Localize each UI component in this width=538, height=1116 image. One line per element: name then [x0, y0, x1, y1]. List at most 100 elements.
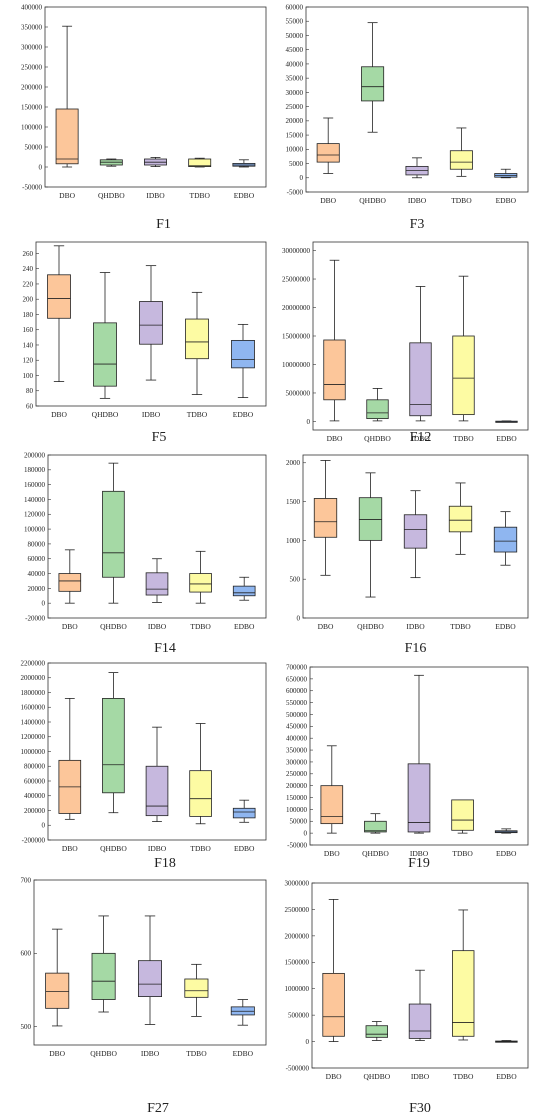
x-tick-label: TDBO — [450, 622, 471, 631]
box-idbo — [408, 969, 432, 1041]
box-dbo — [55, 25, 79, 168]
box-qhdbo — [93, 272, 117, 399]
y-tick-label: 260 — [23, 250, 34, 258]
box-tdbo — [452, 275, 475, 422]
box-qhdbo — [102, 462, 125, 604]
y-tick-label: 1000000 — [21, 748, 46, 756]
x-tick-label: IDBO — [411, 1072, 430, 1081]
x-tick-label: IDBO — [148, 844, 167, 853]
y-tick-label: 700 — [21, 876, 32, 884]
box-edbo — [493, 511, 518, 566]
box-qhdbo — [102, 672, 125, 814]
y-tick-label: 1400000 — [21, 718, 46, 726]
iqr-box — [139, 301, 163, 345]
box-edbo — [495, 1040, 518, 1043]
y-tick-label: 150000 — [21, 103, 43, 111]
y-tick-label: 5000000 — [286, 389, 311, 397]
box-panel-f16: 0 500 1000 1500 2000 DBO QHDBO IDBO TDBO EDBO F16 — [286, 454, 529, 656]
y-tick-label: 100 — [23, 372, 34, 380]
x-tick-label: IDBO — [411, 434, 430, 443]
y-tick-label: 200000 — [21, 83, 43, 91]
y-tick-label: 180000 — [24, 466, 46, 474]
y-tick-label: 2000 — [286, 459, 301, 467]
x-tick-label: IDBO — [410, 849, 429, 858]
iqr-box — [232, 585, 256, 597]
iqr-box — [365, 1025, 389, 1038]
y-tick-label: 0 — [300, 174, 304, 182]
iqr-box — [231, 339, 255, 369]
box-edbo — [232, 799, 256, 823]
y-tick-label: 160 — [23, 326, 34, 334]
iqr-box — [102, 490, 125, 578]
y-tick-label: 25000 — [286, 103, 304, 111]
iqr-box — [364, 820, 387, 833]
iqr-box — [493, 526, 518, 553]
y-tick-label: 1800000 — [21, 689, 46, 697]
box-idbo — [405, 157, 429, 179]
iqr-box — [55, 108, 79, 165]
y-tick-label: 140000 — [24, 496, 46, 504]
box-tdbo — [188, 157, 212, 168]
panel-caption: F30 — [409, 1101, 431, 1116]
box-qhdbo — [358, 472, 383, 598]
box-qhdbo — [361, 22, 385, 133]
box-idbo — [407, 674, 431, 834]
panel-caption: F16 — [405, 641, 427, 656]
box-edbo — [232, 576, 256, 601]
x-tick-label: DBO — [326, 1072, 342, 1081]
iqr-box — [232, 807, 256, 819]
iqr-box — [451, 799, 474, 831]
y-tick-label: -200000 — [22, 836, 46, 844]
x-tick-label: DBO — [49, 1049, 65, 1058]
x-tick-label: DBO — [62, 622, 78, 631]
y-tick-label: 0 — [42, 822, 46, 830]
box-idbo — [139, 265, 163, 381]
y-tick-label: 350000 — [21, 23, 43, 31]
box-tdbo — [184, 963, 209, 1017]
panel-caption: F12 — [410, 430, 432, 445]
y-tick-label: 10000 — [286, 146, 304, 154]
x-tick-label: IDBO — [148, 622, 167, 631]
y-tick-label: 120 — [23, 357, 34, 365]
box-edbo — [494, 168, 518, 179]
y-tick-label: 120000 — [24, 511, 46, 519]
y-tick-label: 45000 — [286, 46, 304, 54]
y-tick-label: 100000 — [24, 525, 46, 533]
y-tick-label: 30000 — [286, 89, 304, 97]
y-tick-label: 1500000 — [285, 959, 310, 967]
x-tick-label: TDBO — [451, 196, 472, 205]
y-tick-label: 1200000 — [21, 733, 46, 741]
x-tick-label: TDBO — [190, 622, 211, 631]
y-tick-label: 180 — [23, 311, 34, 319]
y-tick-label: 700000 — [286, 663, 308, 671]
box-dbo — [316, 117, 340, 174]
x-tick-label: QHDBO — [359, 196, 386, 205]
x-tick-label: DBO — [62, 844, 78, 853]
y-tick-label: 600000 — [286, 687, 308, 695]
panel-caption: F19 — [408, 856, 430, 871]
box-tdbo — [451, 909, 475, 1041]
x-tick-label: QHDBO — [100, 622, 127, 631]
y-tick-label: 0 — [39, 163, 43, 171]
iqr-box — [449, 150, 473, 170]
y-tick-label: 450000 — [286, 723, 308, 731]
x-tick-label: QHDBO — [357, 622, 384, 631]
x-tick-label: TDBO — [452, 849, 473, 858]
box-panel-f18: -200000 0 200000 400000 600000 800000 1000000 1… — [21, 659, 267, 871]
box-panel-f14: -20000 0 20000 40000 60000 80000 100000 120000 1… — [24, 451, 267, 656]
y-tick-label: 250000 — [286, 770, 308, 778]
y-tick-label: -50000 — [287, 841, 307, 849]
x-tick-label: IDBO — [142, 410, 161, 419]
x-tick-label: DBO — [318, 622, 334, 631]
y-tick-label: 1000000 — [285, 985, 310, 993]
iqr-box — [407, 763, 431, 833]
iqr-box — [189, 573, 212, 593]
y-tick-label: 2200000 — [21, 659, 46, 667]
box-qhdbo — [99, 158, 123, 167]
box-edbo — [494, 828, 518, 834]
x-tick-label: DBO — [327, 434, 343, 443]
y-tick-label: 100000 — [286, 806, 308, 814]
iqr-box — [366, 399, 389, 420]
iqr-box — [184, 978, 209, 998]
y-tick-label: 20000 — [28, 585, 46, 593]
